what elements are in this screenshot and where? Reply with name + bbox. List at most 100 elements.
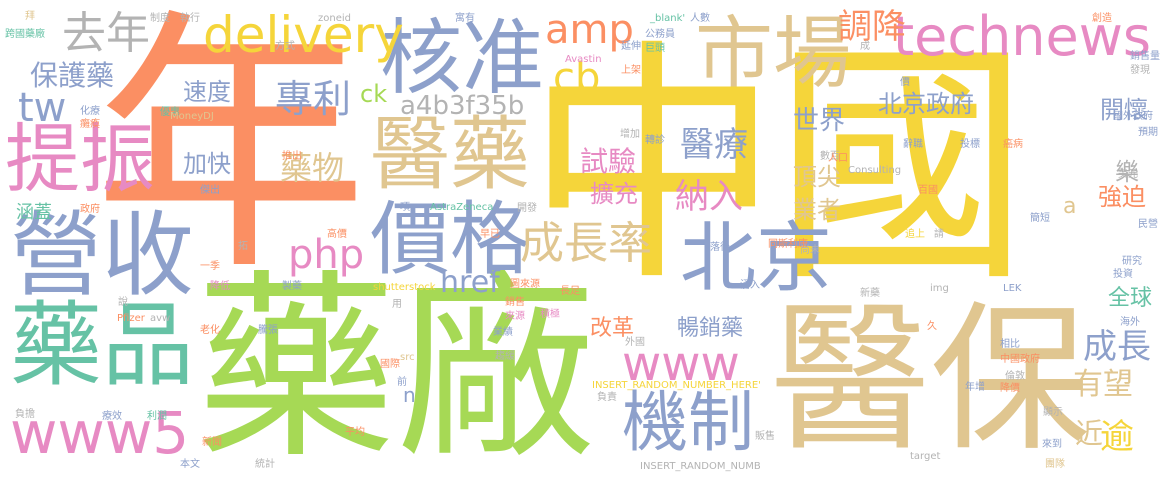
word-zhixing: 執行	[180, 13, 200, 24]
word-qiangpo: 強迫	[1098, 183, 1146, 211]
word-mianzi: 傑出	[200, 185, 220, 196]
word-tuchao: 圖來源	[510, 279, 540, 290]
word-tongji: 統計	[255, 459, 275, 470]
word-yibao: 醫保	[770, 286, 1091, 473]
word-zhiyao: 製藥	[282, 281, 302, 292]
word-zhengfu: 政府	[80, 204, 100, 215]
word-xinwen: 新聞	[202, 437, 222, 448]
word-guowaizhengfu: 國外政府	[1113, 111, 1153, 122]
word-yongru: 湧入	[740, 280, 760, 291]
word-www5: www5	[10, 399, 190, 467]
word-laohua: 老化	[200, 325, 220, 336]
word-yong: 用	[392, 299, 402, 310]
word-niancheng: 年增	[965, 382, 985, 393]
word-src: src	[400, 352, 415, 363]
word-changxiaoyao: 暢銷藥	[677, 316, 744, 341]
word-cheng: 成	[860, 41, 870, 52]
word-pingjun: 平均	[345, 427, 365, 438]
word-tuisheng: 推出	[282, 151, 302, 162]
word-shichang: 市場	[695, 9, 852, 99]
word-minying: 民營	[1138, 219, 1158, 230]
word-guoji: 國際	[380, 359, 400, 370]
word-n: n	[403, 383, 416, 407]
word-nabing: 癌病	[1003, 139, 1023, 150]
word-xianshi: 顯示	[1043, 407, 1063, 418]
word-jiangdi: 降低	[210, 281, 230, 292]
word-zoneid: zoneid	[318, 13, 351, 24]
word-avastin: Avastin	[565, 54, 602, 65]
word-huayao: 化療	[80, 106, 100, 117]
word-yezhe: 業者	[793, 196, 841, 224]
word-hezhun: 核准	[380, 11, 545, 106]
word-jia: 價	[900, 77, 910, 88]
word-chuangzao: 創造	[1092, 13, 1112, 24]
word-shiyan: 試驗	[580, 145, 637, 178]
word-chengzhang: 成長	[1083, 327, 1151, 367]
word-liaoxiao: 療效	[102, 411, 122, 422]
word-juxing: 巨頭	[645, 43, 665, 54]
word-php: php	[288, 232, 365, 278]
word-zhidu: 制度	[150, 13, 170, 24]
word-qian: 前	[397, 377, 407, 388]
word-xiang: 項	[400, 202, 410, 213]
word-chengzhanglv: 成長率	[520, 218, 652, 269]
word-tw: tw	[18, 85, 67, 131]
word-yu: 逾	[1100, 417, 1134, 457]
word-yaochang: 藥廠	[196, 253, 597, 482]
word-yaowu: 藥物	[280, 149, 345, 187]
word-a4b3f35b: a4b3f35b	[400, 91, 525, 121]
word-avw: avw	[150, 313, 171, 324]
word-yanshen: 延伸	[621, 41, 641, 52]
word-luohou: 落後	[710, 242, 730, 253]
word-zhixian: 投標	[960, 139, 980, 150]
word-jianlu: 簡短	[1030, 213, 1050, 224]
word-moneydj: MoneyDJ	[170, 111, 214, 122]
word-xiaoshou: 銷售量	[1130, 51, 1160, 62]
word-yinshu: 寓有	[455, 13, 475, 24]
word-insert2: INSERT_RANDOM_NUMB	[640, 461, 761, 472]
word-pfizer: Pfizer	[117, 313, 145, 324]
word-yeji: 業績	[493, 327, 513, 338]
word-renkou: 人口	[828, 153, 848, 164]
word-laiyuan: 來源	[505, 311, 525, 322]
word-zhuanzhen: 轉診	[645, 135, 665, 146]
word-amp: amp	[545, 7, 634, 53]
word-youyu: 優惠	[160, 107, 180, 118]
word-gaojia: 高價	[327, 229, 347, 240]
word-quzhi: 趨緩	[495, 351, 515, 362]
word-blank: _blank'	[650, 13, 686, 24]
word-renshu: 人數	[690, 13, 710, 24]
word-beijingzhengfu: 北京政府	[878, 90, 974, 118]
word-lundun: 倫敦	[1005, 371, 1025, 382]
word-zhongguozhengfu: 中國政府	[1000, 354, 1040, 365]
word-target: target	[910, 451, 941, 462]
word-baigu: 百國	[918, 185, 938, 196]
word-diaojiang: 調降	[838, 7, 906, 47]
word-img: img	[930, 283, 949, 294]
word-jiakuai: 加快	[183, 150, 231, 178]
word-yanjiu: 研究	[1122, 256, 1142, 267]
word-astrazeneca: AstraZeneca	[430, 202, 494, 213]
word-le: 樂	[1115, 158, 1139, 186]
word-jiangjia: 降價	[1000, 383, 1020, 394]
word-tongsili: 同斯利康	[768, 239, 808, 250]
word-kuochong: 擴充	[590, 180, 638, 208]
word-qing: 請	[934, 229, 944, 240]
word-technews: technews	[893, 5, 1152, 68]
word-tuantui: 團隊	[1045, 459, 1065, 470]
word-insert1: INSERT_RANDOM_NUMBER_HERE'	[592, 380, 761, 391]
word-bai: 拜	[25, 11, 35, 22]
word-faxian: 發現	[1130, 65, 1150, 76]
word-yaochang2: 癱瘓	[80, 119, 100, 130]
word-qunian: 去年	[62, 8, 150, 59]
word-fangshi: 方式	[275, 41, 295, 52]
word-fuze: 負責	[597, 392, 617, 403]
word-fanshou: 販售	[755, 431, 775, 442]
word-shuju: 數百	[820, 151, 840, 162]
word-shuo: 說	[118, 297, 128, 308]
word-zhuanli: 專利	[275, 77, 352, 121]
word-benwen: 本文	[180, 459, 200, 470]
word-jiu: 久	[927, 321, 937, 332]
word-xinyao: 新藥	[860, 288, 880, 299]
